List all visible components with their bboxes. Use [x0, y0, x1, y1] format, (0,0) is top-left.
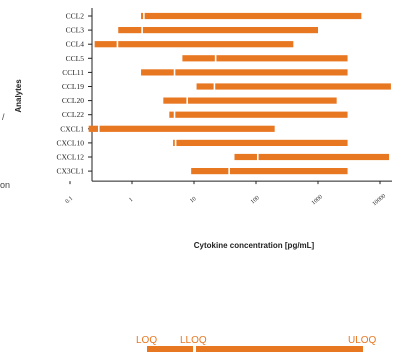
category-label: CCL19 — [62, 82, 84, 91]
range-bar-loq-segment — [234, 153, 257, 161]
category-label: CCL22 — [62, 110, 84, 119]
x-tick-label: 1 — [128, 197, 134, 204]
edge-fragment-top: / — [2, 112, 5, 122]
category-label: CCL11 — [62, 68, 84, 77]
range-bar-loq-segment — [163, 97, 187, 104]
range-bar-loq-segment — [196, 83, 214, 90]
range-bar-quant-segment — [215, 83, 391, 90]
category-labels: CCL2 CCL3 CCL4 CCL5 CCL11 CCL19 CCL20 CCL22 CXCL… — [56, 12, 84, 176]
range-bar-quant-segment — [118, 41, 294, 48]
range-bar-quant-segment — [187, 97, 337, 104]
category-label: CXCL1 — [60, 124, 84, 133]
legend-label-lloq: LLOQ — [180, 335, 207, 346]
range-bar-loq-segment — [94, 41, 117, 48]
category-label: CCL5 — [66, 54, 85, 63]
x-axis-title: Cytokine concentration [pg/mL] — [194, 241, 315, 250]
x-tick-label: 1000 — [311, 194, 324, 206]
legend-bar-loq-segment — [147, 346, 193, 352]
legend-bar-gap — [193, 346, 196, 352]
range-bar-loq-segment — [191, 168, 229, 175]
legend-label-loq: LOQ — [136, 335, 157, 346]
x-tick-label: 0.1 — [65, 196, 75, 205]
category-label: CX3CL1 — [56, 167, 84, 176]
range-bar-loq-segment — [169, 111, 174, 118]
y-axis — [88, 8, 93, 182]
category-label: CXCL12 — [56, 153, 84, 162]
y-axis-title: Analytes — [14, 79, 23, 113]
edge-fragment-bottom: on — [0, 180, 10, 190]
legend-label-uloq: ULOQ — [348, 335, 377, 346]
x-tick-label: 10 — [189, 196, 197, 204]
range-bar-loq-segment — [141, 12, 144, 20]
range-bar-quant-segment — [142, 27, 318, 34]
category-label: CXCL10 — [56, 138, 84, 147]
range-bar-quant-segment — [99, 125, 275, 132]
range-bars — [88, 12, 391, 175]
range-bar-loq-segment — [173, 139, 175, 146]
category-label: CCL20 — [62, 96, 84, 105]
range-bar-loq-segment — [141, 69, 174, 76]
x-tick-label: 10000 — [372, 193, 387, 207]
x-tick-label: 100 — [250, 195, 261, 205]
legend: LOQ LLOQ ULOQ — [136, 335, 377, 352]
category-label: CCL2 — [66, 12, 85, 21]
range-bar-quant-segment — [229, 168, 348, 175]
range-bar-quant-segment — [175, 111, 348, 118]
category-label: CCL3 — [66, 26, 85, 35]
range-bar-loq-segment — [182, 55, 215, 62]
range-bar-quant-segment — [258, 153, 390, 161]
x-axis — [69, 180, 392, 185]
legend-bar-range-segment — [196, 346, 363, 352]
range-bar-quant-segment — [176, 139, 348, 146]
range-bar-loq-segment — [88, 125, 98, 132]
range-bar-quant-segment — [175, 69, 348, 76]
range-bar-quant-segment — [216, 55, 348, 62]
range-bar-quant-segment — [144, 12, 362, 20]
x-tick-labels: 0.1 1 10 100 1000 10000 — [65, 193, 387, 207]
range-bar-loq-segment — [118, 27, 142, 34]
category-label: CCL4 — [66, 40, 85, 49]
